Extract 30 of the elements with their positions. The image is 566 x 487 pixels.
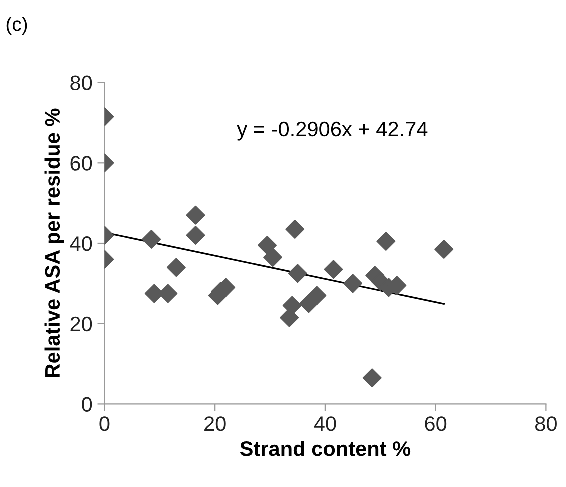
- y-axis-title: Relative ASA per residue %: [44, 108, 64, 378]
- y-tick-label: 0: [82, 397, 92, 412]
- point: [186, 226, 206, 245]
- point: [344, 274, 363, 294]
- x-tick-label: 20: [204, 416, 226, 432]
- annotation: y = -0.2906x + 42.74: [237, 122, 428, 141]
- y-tick-label: 60: [70, 156, 92, 171]
- y-tick-label: 40: [70, 236, 92, 252]
- x-tick-label: 40: [314, 416, 336, 432]
- point: [434, 240, 454, 260]
- x-tick-label: 0: [100, 416, 110, 432]
- point: [186, 206, 206, 225]
- point: [286, 220, 305, 239]
- point: [280, 308, 300, 328]
- point: [324, 260, 344, 280]
- point: [258, 236, 277, 255]
- x-axis-title: Strand content %: [240, 440, 411, 456]
- text: (c): [6, 17, 28, 36]
- point: [282, 296, 302, 316]
- point: [142, 230, 162, 249]
- point: [376, 232, 396, 251]
- point: [288, 264, 308, 284]
- point: [166, 258, 186, 278]
- point: [362, 368, 382, 388]
- x-tick-label: 60: [425, 416, 447, 432]
- y-tick-label: 20: [70, 316, 92, 332]
- point: [308, 286, 327, 306]
- y-tick-label: 80: [70, 76, 92, 91]
- x-tick-label: 80: [536, 416, 557, 432]
- point: [264, 248, 283, 268]
